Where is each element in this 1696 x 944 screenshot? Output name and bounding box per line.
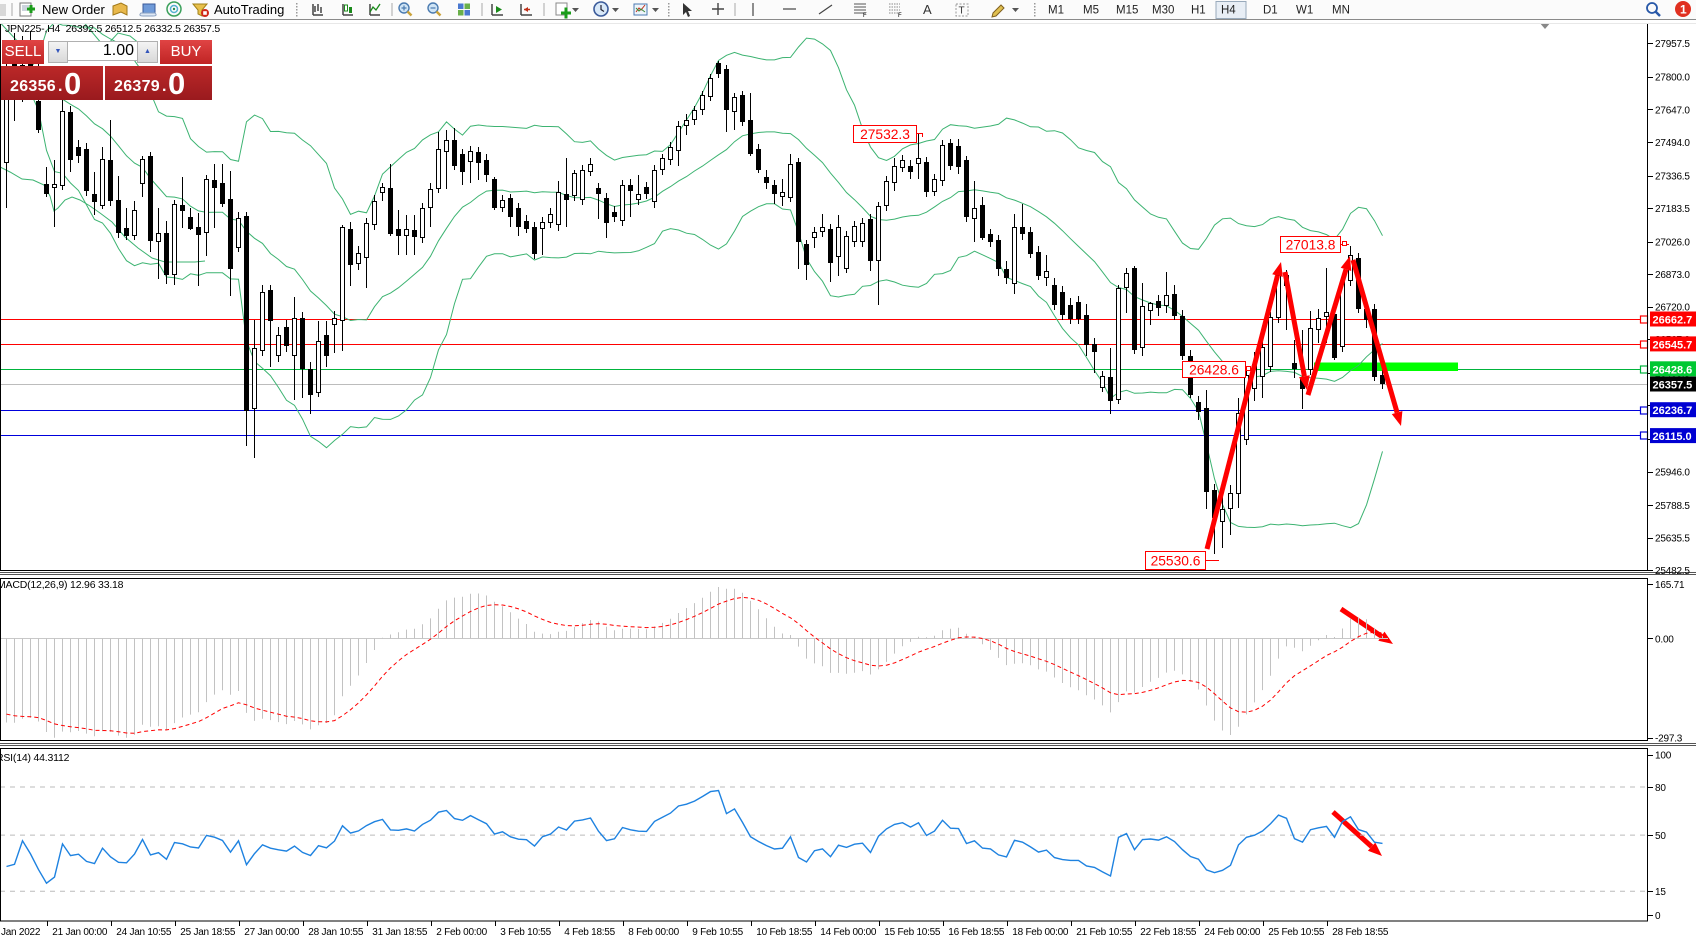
svg-text:RSI(14) 44.3112: RSI(14) 44.3112: [0, 752, 70, 764]
svg-text:M30: M30: [1152, 5, 1174, 17]
svg-text:27026.0: 27026.0: [1655, 238, 1690, 249]
svg-text:AutoTrading: AutoTrading: [214, 2, 284, 17]
svg-text:25482.5: 25482.5: [1655, 566, 1690, 577]
svg-text:27336.5: 27336.5: [1655, 171, 1690, 182]
svg-text:0.00: 0.00: [1655, 634, 1674, 645]
svg-text:27 Jan 00:00: 27 Jan 00:00: [244, 927, 300, 938]
svg-text:27957.5: 27957.5: [1655, 39, 1690, 50]
svg-text:18 Feb 00:00: 18 Feb 00:00: [1012, 927, 1069, 938]
svg-text:26545.7: 26545.7: [1653, 339, 1693, 351]
svg-text:21 Jan 00:00: 21 Jan 00:00: [52, 927, 108, 938]
svg-text:8 Feb 00:00: 8 Feb 00:00: [628, 927, 679, 938]
svg-text:9 Feb 10:55: 9 Feb 10:55: [692, 927, 743, 938]
svg-text:Jan 2022: Jan 2022: [1, 927, 41, 938]
svg-text:25635.5: 25635.5: [1655, 534, 1690, 545]
svg-text:14 Feb 00:00: 14 Feb 00:00: [820, 927, 877, 938]
svg-text:31 Jan 18:55: 31 Jan 18:55: [372, 927, 428, 938]
svg-text:F: F: [898, 13, 902, 19]
svg-text:4 Feb 18:55: 4 Feb 18:55: [564, 927, 615, 938]
svg-text:22 Feb 18:55: 22 Feb 18:55: [1140, 927, 1197, 938]
svg-text:27183.5: 27183.5: [1655, 204, 1690, 215]
svg-text:25946.0: 25946.0: [1655, 467, 1690, 478]
svg-text:26428.6: 26428.6: [1653, 364, 1693, 376]
svg-text:D1: D1: [1263, 5, 1278, 17]
svg-text:New Order: New Order: [42, 2, 106, 17]
svg-text:M1: M1: [1048, 5, 1064, 17]
svg-text:24 Jan 10:55: 24 Jan 10:55: [116, 927, 172, 938]
svg-text:28 Jan 10:55: 28 Jan 10:55: [308, 927, 364, 938]
svg-text:27800.0: 27800.0: [1655, 73, 1690, 84]
svg-text:100: 100: [1655, 751, 1672, 762]
svg-text:27532.3: 27532.3: [860, 127, 910, 142]
svg-text:1: 1: [1680, 3, 1687, 17]
svg-text:26236.7: 26236.7: [1653, 405, 1693, 417]
svg-text:27494.0: 27494.0: [1655, 138, 1690, 149]
svg-text:MACD(12,26,9) 12.96 33.18: MACD(12,26,9) 12.96 33.18: [0, 579, 124, 591]
svg-text:21 Feb 10:55: 21 Feb 10:55: [1076, 927, 1133, 938]
svg-text:JPN225-,H4 26392.5 26512.5 26: JPN225-,H4 26392.5 26512.5 26332.5 26357…: [5, 23, 220, 35]
svg-text:16 Feb 18:55: 16 Feb 18:55: [948, 927, 1005, 938]
svg-text:25 Feb 10:55: 25 Feb 10:55: [1268, 927, 1325, 938]
svg-text:28 Feb 18:55: 28 Feb 18:55: [1332, 927, 1389, 938]
svg-text:26428.6: 26428.6: [1189, 362, 1239, 377]
svg-text:50: 50: [1655, 831, 1666, 842]
svg-text:0: 0: [1655, 911, 1661, 922]
svg-text:MN: MN: [1332, 5, 1350, 17]
svg-text:25530.6: 25530.6: [1151, 553, 1201, 568]
svg-text:26873.0: 26873.0: [1655, 270, 1690, 281]
svg-text:27647.0: 27647.0: [1655, 105, 1690, 116]
svg-text:24 Feb 00:00: 24 Feb 00:00: [1204, 927, 1261, 938]
svg-text:T: T: [959, 6, 965, 17]
svg-text:26357.5: 26357.5: [1653, 380, 1693, 392]
svg-text:3 Feb 10:55: 3 Feb 10:55: [500, 927, 551, 938]
svg-text:M5: M5: [1083, 5, 1099, 17]
svg-text:2 Feb 00:00: 2 Feb 00:00: [436, 927, 487, 938]
svg-text:27013.8: 27013.8: [1286, 237, 1336, 252]
svg-text:H4: H4: [1221, 5, 1236, 17]
svg-text:F: F: [863, 13, 867, 19]
svg-text:H1: H1: [1191, 5, 1206, 17]
svg-text:26720.0: 26720.0: [1655, 303, 1690, 314]
svg-text:26662.7: 26662.7: [1653, 315, 1693, 327]
svg-text:A: A: [923, 2, 932, 17]
svg-text:25788.5: 25788.5: [1655, 501, 1690, 512]
svg-text:W1: W1: [1296, 5, 1313, 17]
svg-text:26115.0: 26115.0: [1653, 431, 1692, 443]
svg-text:-297.3: -297.3: [1655, 734, 1683, 745]
svg-text:25 Jan 18:55: 25 Jan 18:55: [180, 927, 236, 938]
svg-text:165.71: 165.71: [1655, 580, 1685, 591]
svg-text:10 Feb 18:55: 10 Feb 18:55: [756, 927, 813, 938]
svg-text:80: 80: [1655, 783, 1666, 794]
svg-text:15: 15: [1655, 887, 1666, 898]
svg-text:M15: M15: [1116, 5, 1138, 17]
svg-text:15 Feb 10:55: 15 Feb 10:55: [884, 927, 941, 938]
